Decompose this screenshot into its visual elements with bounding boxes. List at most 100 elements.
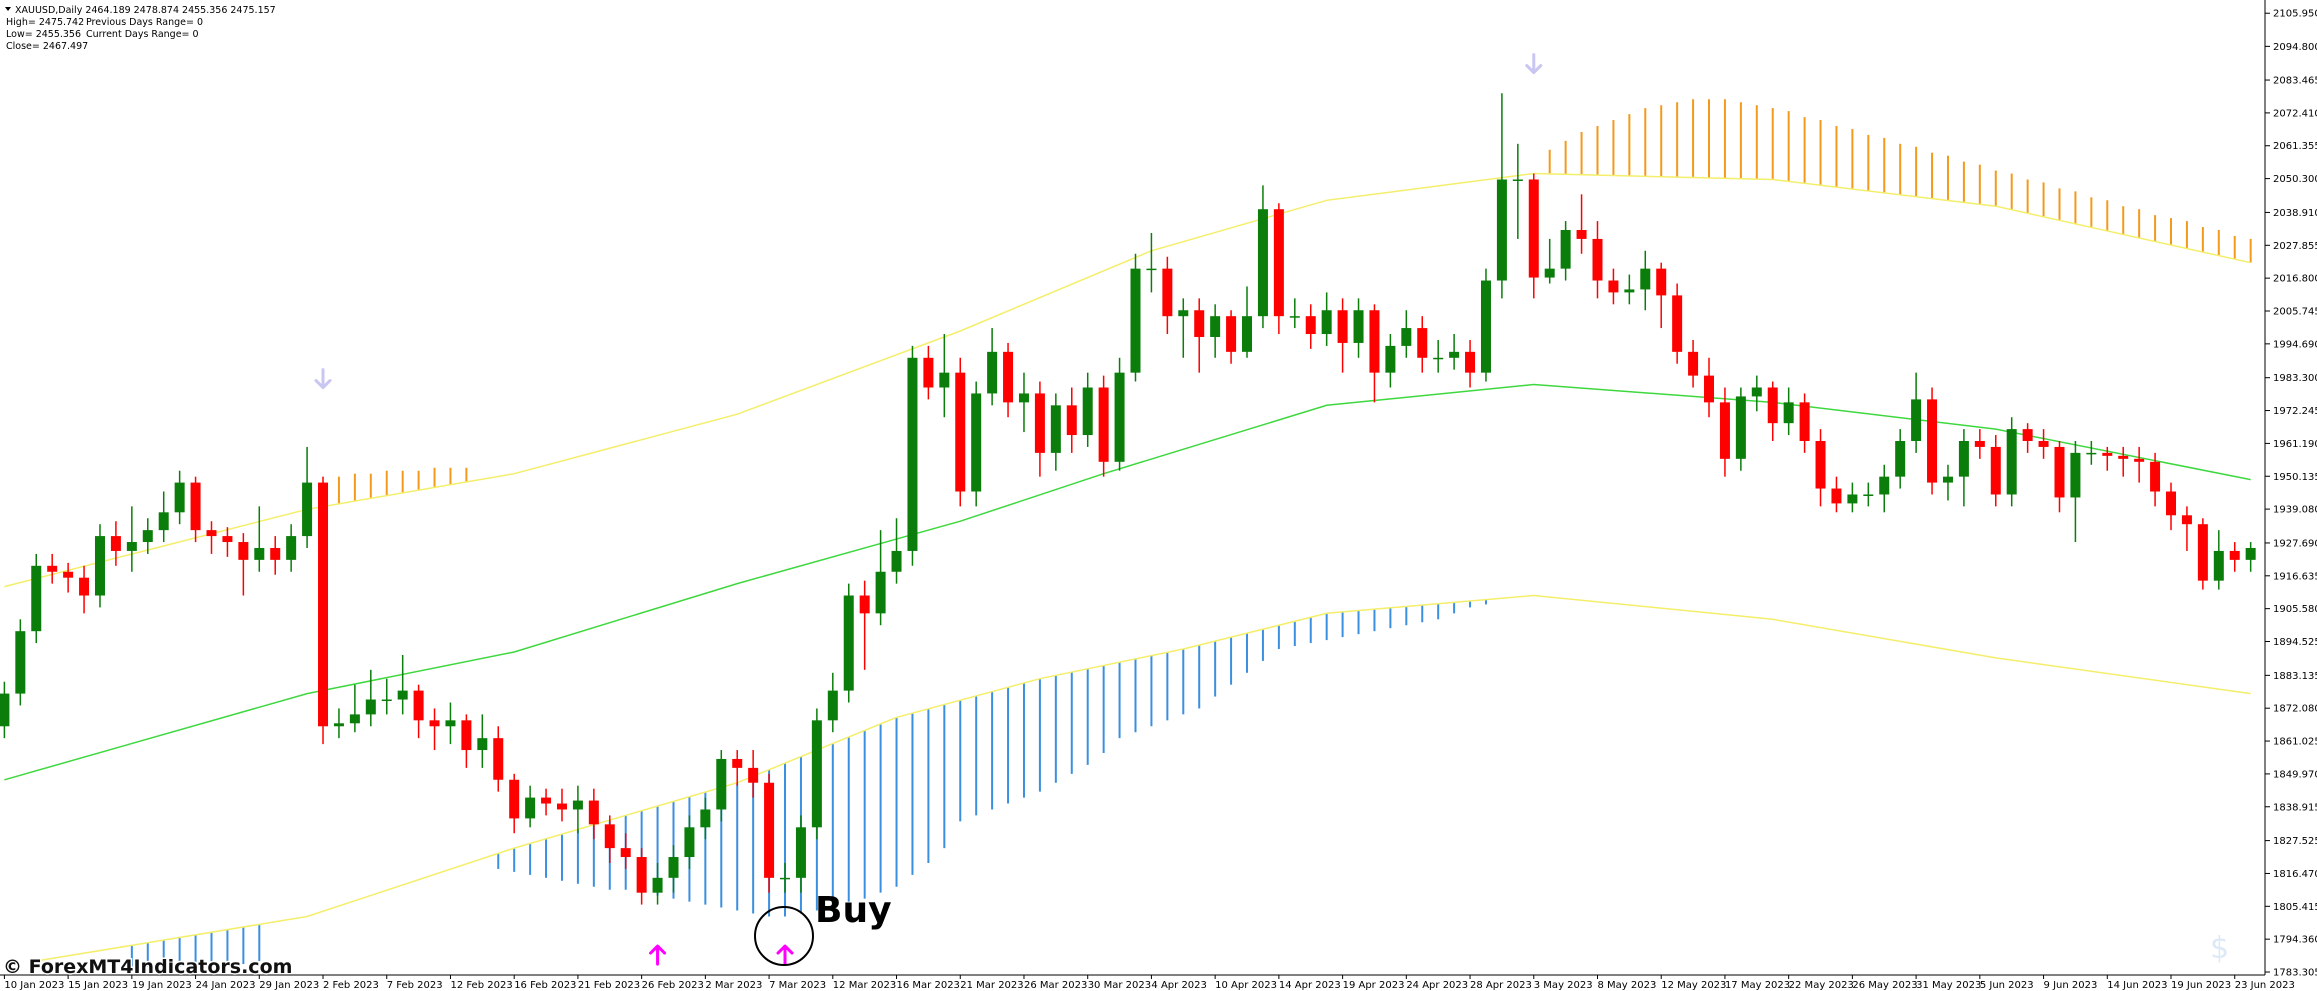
x-tick-label: 29 Jan 2023 [259,980,319,991]
candle-body [1114,372,1125,462]
x-tick-label: 10 Apr 2023 [1215,980,1277,991]
x-tick-label: 12 Mar 2023 [833,980,896,991]
candle-body [1385,345,1396,373]
candle-body [843,595,854,691]
candle-body [1879,476,1890,495]
candle-body [955,372,966,492]
x-tick-label: 8 May 2023 [1597,980,1656,991]
candle-body [477,738,488,751]
candle-body [1194,310,1205,337]
candle-body [1911,399,1922,441]
candle-body [2038,440,2049,447]
candle-body [2070,452,2081,498]
candle-body [1433,357,1444,360]
candle-body [1927,399,1938,483]
candle-body [1066,405,1077,436]
x-tick-label: 10 Jan 2023 [4,980,64,991]
candle-body [2150,461,2161,492]
candle-body [190,482,201,531]
candle-body [556,803,567,810]
candle-body [1847,494,1858,504]
signal-arrow [314,368,332,390]
candle-body [1226,316,1237,352]
x-tick-label: 4 Apr 2023 [1151,980,1206,991]
candle-body [2006,429,2017,495]
candle-body [1401,328,1412,346]
candle-body [397,690,408,700]
candle-body [1958,440,1969,477]
candle-body [1082,387,1093,436]
candle-body [939,372,950,388]
candle-body [2134,458,2145,462]
candle-body [700,809,711,828]
menu-triangle [5,7,11,11]
candle-body [1321,310,1332,335]
y-tick-label: 1905.580 [2273,604,2317,615]
candle-body [15,631,26,694]
candle-body [1719,402,1730,459]
candle-body [987,351,998,394]
candle-body [509,779,520,819]
candle-body [652,877,663,893]
y-tick-label: 2083.465 [2273,76,2317,87]
candle-body [2181,515,2192,525]
candle-body [1608,280,1619,293]
candle-body [716,758,727,810]
x-tick-label: 16 Mar 2023 [897,980,960,991]
candle-body [1560,230,1571,269]
candle-body [1640,268,1651,290]
candle-body [238,542,249,560]
x-tick-label: 23 Jun 2023 [2235,980,2295,991]
candle-body [780,877,791,880]
candle-body [2166,491,2177,516]
candle-body [445,720,456,727]
candle-body [891,550,902,572]
candle-body [110,536,121,551]
candle-body [286,536,297,560]
candle-body [1942,476,1953,483]
candle-body [1512,179,1523,181]
candle-body [811,720,822,828]
candle-body [1178,310,1189,317]
y-tick-label: 1994.690 [2273,339,2317,350]
candle-body [1496,179,1507,281]
y-tick-label: 2094.800 [2273,42,2317,53]
y-tick-label: 1983.300 [2273,373,2317,384]
candle-body [1050,405,1061,453]
x-tick-label: 7 Feb 2023 [387,980,443,991]
y-tick-label: 1849.970 [2273,769,2317,780]
y-tick-label: 1838.915 [2273,802,2317,813]
candle-body [604,824,615,849]
y-tick-label: 1827.525 [2273,836,2317,847]
x-tick-label: 17 May 2023 [1725,980,1790,991]
candle-body [764,782,775,878]
candle-body [684,827,695,858]
x-tick-label: 12 Feb 2023 [450,980,512,991]
candle-body [1544,268,1555,278]
x-tick-label: 3 May 2023 [1534,980,1593,991]
candle-body [47,565,58,572]
candle-body [732,758,743,768]
candle-body [1624,289,1635,293]
candle-body [254,547,265,560]
close-info: Close= 2467.497 [6,41,88,52]
candle-body [0,693,10,727]
x-tick-label: 12 May 2023 [1661,980,1726,991]
x-tick-label: 24 Jan 2023 [196,980,256,991]
candle-body [668,857,679,878]
x-tick-label: 21 Feb 2023 [578,980,640,991]
y-tick-label: 2105.950 [2273,9,2317,20]
candle-body [1751,387,1762,397]
x-tick-label: 19 Apr 2023 [1343,980,1405,991]
candle-body [1863,494,1874,496]
candle-body [1735,396,1746,459]
x-tick-label: 22 May 2023 [1789,980,1854,991]
candle-body [1831,488,1842,504]
candle-body [2086,452,2097,455]
candle-body [222,536,233,543]
candle-body [1465,351,1476,373]
x-tick-label: 14 Jun 2023 [2107,980,2167,991]
candle-body [206,530,217,537]
